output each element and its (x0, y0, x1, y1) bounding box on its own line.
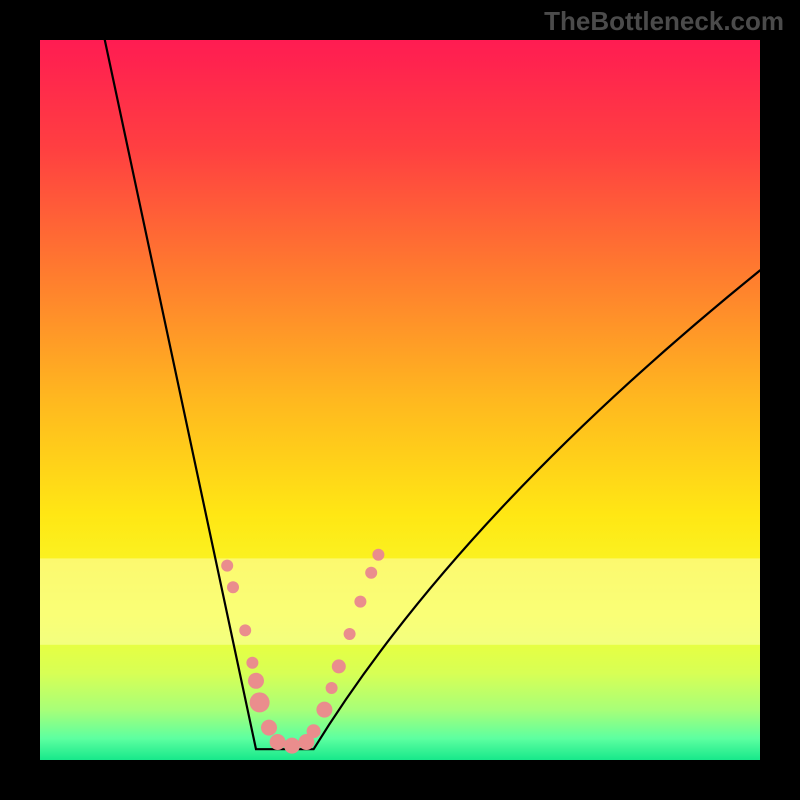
data-dot (332, 659, 346, 673)
data-dot (344, 628, 356, 640)
data-dot (261, 720, 277, 736)
data-dot (372, 549, 384, 561)
data-dot (227, 581, 239, 593)
data-dot (270, 734, 286, 750)
data-dot (326, 682, 338, 694)
data-dot (239, 624, 251, 636)
data-dot (246, 657, 258, 669)
data-dot (248, 673, 264, 689)
data-dot (316, 702, 332, 718)
gradient-background (40, 40, 760, 760)
data-dot (221, 560, 233, 572)
watermark-text: TheBottleneck.com (544, 6, 784, 37)
data-dot (354, 596, 366, 608)
data-dot (307, 724, 321, 738)
chart-stage: TheBottleneck.com (0, 0, 800, 800)
data-dot (250, 692, 270, 712)
bottleneck-curve-chart (40, 40, 760, 760)
data-dot (365, 567, 377, 579)
highlight-band (40, 558, 760, 644)
data-dot (284, 738, 300, 754)
